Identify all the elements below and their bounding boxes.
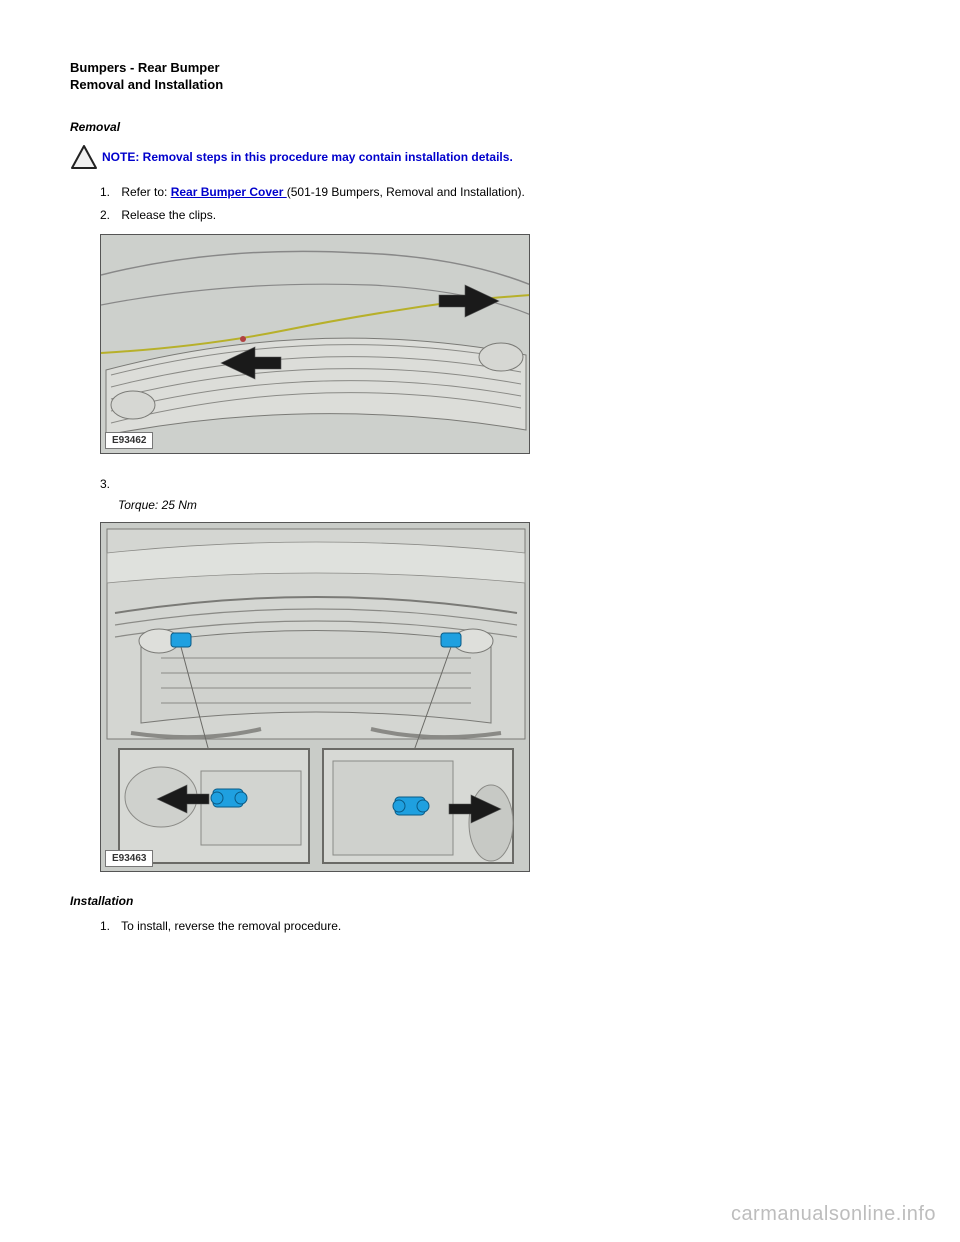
step-1-pre: Refer to: (118, 185, 171, 199)
figure-2-label: E93463 (105, 850, 153, 867)
install-step-1: 1. To install, reverse the removal proce… (100, 918, 890, 935)
section-removal-head: Removal (70, 120, 890, 134)
page-title: Bumpers - Rear Bumper (70, 60, 890, 75)
page-subtitle: Removal and Installation (70, 77, 890, 92)
note-body: Removal steps in this procedure may cont… (139, 150, 512, 164)
step-1: 1. Refer to: Rear Bumper Cover (501-19 B… (100, 184, 890, 201)
triangle-icon (70, 144, 98, 170)
note-text: NOTE: Removal steps in this procedure ma… (102, 150, 513, 164)
section-installation-head: Installation (70, 894, 890, 908)
figure-1-label: E93462 (105, 432, 153, 449)
step-1-num: 1. (100, 184, 118, 201)
install-step-1-num: 1. (100, 918, 118, 935)
install-step-1-body: To install, reverse the removal procedur… (118, 919, 341, 933)
step-3: 3. (100, 476, 890, 493)
page-root: Bumpers - Rear Bumper Removal and Instal… (0, 0, 960, 1242)
rear-bumper-cover-link[interactable]: Rear Bumper Cover (171, 185, 287, 199)
step-2-num: 2. (100, 207, 118, 224)
figure-1-svg (101, 235, 530, 454)
figure-2: E93463 (100, 522, 530, 872)
step-2-body: Release the clips. (118, 208, 216, 222)
note-label: NOTE: (102, 150, 139, 164)
watermark: carmanualsonline.info (731, 1203, 936, 1226)
step-3-num: 3. (100, 476, 118, 493)
figure-2-svg (101, 523, 530, 872)
step-3-torque: Torque: 25 Nm (118, 498, 890, 512)
page-header: Bumpers - Rear Bumper Removal and Instal… (70, 60, 890, 92)
note-row: NOTE: Removal steps in this procedure ma… (70, 144, 890, 170)
step-1-post: (501-19 Bumpers, Removal and Installatio… (287, 185, 525, 199)
figure-1: E93462 (100, 234, 530, 454)
step-2: 2. Release the clips. (100, 207, 890, 224)
